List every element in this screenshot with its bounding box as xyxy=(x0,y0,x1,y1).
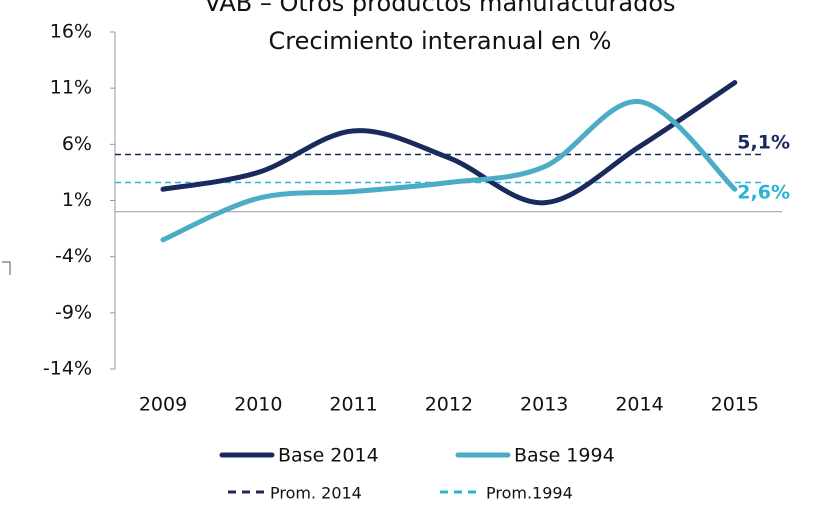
reference-label: 5,1% xyxy=(737,132,790,154)
legend-label: Base 2014 xyxy=(278,445,379,467)
series-line xyxy=(160,80,738,206)
x-tick-label: 2013 xyxy=(520,394,568,416)
x-tick-label: 2012 xyxy=(425,394,473,416)
series-line xyxy=(160,99,738,243)
legend-label: Base 1994 xyxy=(514,445,615,467)
x-tick-label: 2014 xyxy=(615,394,663,416)
x-tick-label: 2010 xyxy=(234,394,282,416)
x-tick-label: 2009 xyxy=(139,394,187,416)
reference-label: 2,6% xyxy=(737,182,790,204)
y-tick-label: 6% xyxy=(62,133,92,155)
y-tick-label: -4% xyxy=(55,245,92,267)
chart-subtitle: Crecimiento interanual en % xyxy=(269,27,612,55)
legend-label: Prom.1994 xyxy=(486,484,573,503)
decoration xyxy=(2,261,11,275)
y-tick-label: 1% xyxy=(62,189,92,211)
y-tick-label: -9% xyxy=(55,301,92,323)
chart-title: VAB – Otros productos manufacturados xyxy=(204,0,675,17)
y-tick-label: -14% xyxy=(43,358,92,380)
y-tick-label: 16% xyxy=(50,21,92,43)
y-tick-label: 11% xyxy=(50,77,92,99)
x-tick-label: 2015 xyxy=(711,394,759,416)
x-tick-label: 2011 xyxy=(329,394,377,416)
legend-label: Prom. 2014 xyxy=(270,484,362,503)
